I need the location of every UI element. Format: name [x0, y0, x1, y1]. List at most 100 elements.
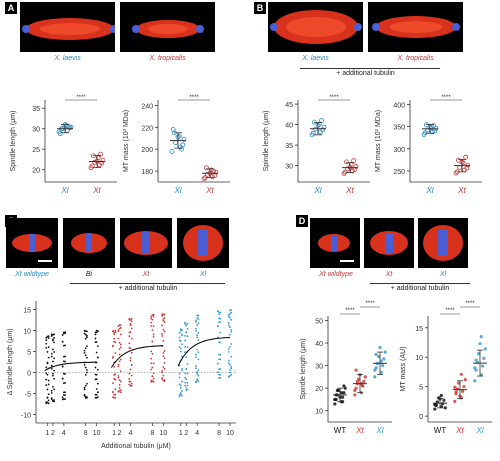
data-point — [152, 362, 155, 365]
data-point — [229, 369, 231, 372]
data-point — [162, 374, 165, 377]
data-point — [197, 318, 200, 321]
data-point — [94, 366, 97, 369]
data-point — [229, 316, 231, 319]
data-point — [162, 318, 165, 320]
data-point — [129, 368, 132, 371]
caption-xt-a: X. tropicalis — [149, 55, 186, 62]
data-point — [46, 397, 49, 399]
data-point — [162, 339, 165, 342]
data-point — [179, 146, 184, 152]
data-point — [478, 342, 482, 346]
data-point — [96, 356, 99, 359]
data-point — [46, 373, 49, 376]
data-point — [216, 371, 219, 374]
data-point — [195, 353, 197, 356]
data-point — [178, 331, 181, 334]
data-point — [53, 399, 56, 401]
data-point — [477, 352, 481, 356]
data-point — [130, 320, 133, 323]
spindle-graphic — [372, 16, 460, 38]
data-point — [378, 345, 382, 350]
data-point — [161, 313, 164, 315]
data-point — [130, 364, 133, 367]
spindle-image-xt-d — [364, 218, 414, 268]
data-point — [181, 367, 183, 370]
x-tick-label: Xt — [92, 186, 101, 195]
data-point — [434, 403, 438, 408]
data-point — [86, 345, 88, 348]
caption-xl-a: X. laevis — [54, 55, 81, 62]
header-b: + additional tubulin — [336, 70, 395, 77]
data-point — [219, 341, 222, 344]
data-point — [319, 118, 324, 123]
data-point — [197, 380, 200, 383]
header-d: + additional tubulin — [390, 285, 450, 292]
data-point — [229, 312, 231, 315]
data-point — [86, 336, 88, 339]
data-point — [219, 311, 222, 314]
y-tick-label: -10 — [21, 413, 31, 420]
data-point — [117, 330, 120, 333]
data-point — [162, 319, 165, 322]
data-point — [377, 354, 381, 359]
data-point — [89, 163, 95, 169]
data-point — [382, 357, 386, 361]
x-tick-label: 2 — [184, 430, 188, 437]
data-point — [83, 393, 86, 396]
data-point — [216, 325, 219, 328]
data-point — [181, 136, 187, 142]
data-point — [61, 398, 64, 401]
significance-label: **** — [365, 301, 375, 307]
fit-curve — [110, 345, 164, 368]
y-tick-label: 10 — [23, 328, 31, 335]
data-point — [373, 368, 377, 372]
data-point — [186, 381, 189, 384]
y-tick-label: 30 — [285, 164, 293, 171]
data-point — [196, 372, 199, 375]
data-point — [95, 388, 98, 390]
significance-label: **** — [189, 95, 199, 101]
fit-curve — [44, 361, 97, 372]
data-point — [443, 406, 447, 410]
x-tick-label: WT — [434, 426, 447, 435]
data-point — [151, 366, 154, 369]
data-point — [163, 361, 166, 364]
data-point — [128, 335, 131, 338]
spindle-image-bi-c — [63, 218, 115, 268]
data-point — [53, 388, 56, 391]
data-point — [50, 367, 53, 370]
data-point — [320, 127, 326, 133]
data-point — [184, 376, 186, 379]
data-point — [354, 368, 358, 372]
x-tick-label: Xl — [313, 186, 321, 195]
data-point — [310, 130, 316, 136]
data-point — [94, 396, 97, 399]
spindle-graphic — [71, 233, 107, 253]
y-tick-label: 300 — [393, 147, 405, 154]
data-point — [219, 368, 222, 370]
data-point — [95, 329, 98, 332]
data-point — [195, 319, 197, 322]
data-point — [50, 355, 53, 358]
y-axis-label: MT mass (AU) — [400, 347, 407, 392]
x-tick-label: Xl — [475, 426, 483, 435]
data-point — [47, 402, 50, 405]
data-point — [459, 372, 463, 376]
data-point — [184, 381, 186, 384]
data-point — [130, 351, 133, 354]
data-point — [50, 392, 53, 394]
data-point — [128, 372, 131, 375]
data-point — [161, 335, 164, 337]
data-point — [45, 346, 48, 349]
data-point — [196, 317, 199, 319]
data-point — [95, 331, 98, 334]
data-point — [229, 374, 231, 377]
data-point — [195, 327, 197, 330]
data-point — [47, 346, 50, 349]
label-xt-d: Xt — [385, 271, 393, 278]
spindle-image-xt-b — [368, 2, 463, 52]
data-point — [363, 375, 367, 379]
x-tick-label: 8 — [217, 430, 221, 437]
